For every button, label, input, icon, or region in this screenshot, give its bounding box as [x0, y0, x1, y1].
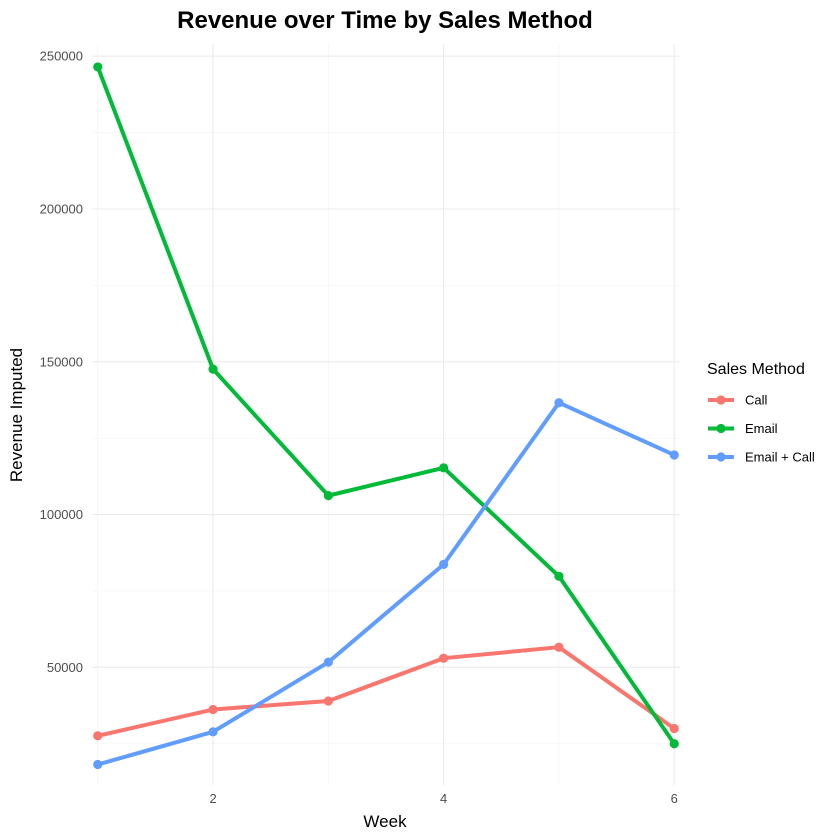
- data-point-email-call: [323, 657, 333, 667]
- data-point-call: [439, 653, 449, 663]
- data-point-email-call: [669, 450, 679, 460]
- series-line-email-call: [97, 400, 676, 767]
- series-email: [93, 62, 679, 749]
- series-email-call: [93, 398, 679, 770]
- data-point-email-call: [208, 727, 218, 737]
- y-tick-label: 250000: [40, 49, 83, 64]
- data-point-call: [208, 704, 218, 715]
- y-axis-title: Revenue Imputed: [7, 348, 26, 482]
- x-tick-label: 2: [209, 791, 216, 806]
- grid: [92, 44, 680, 785]
- chart-title: Revenue over Time by Sales Method: [177, 7, 593, 34]
- data-point-call: [554, 642, 564, 652]
- legend-label: Call: [745, 393, 768, 408]
- series-group: [93, 62, 679, 770]
- data-point-call: [669, 723, 679, 734]
- data-point-call: [323, 696, 333, 706]
- y-tick-label: 100000: [40, 507, 83, 522]
- data-point-email-call: [554, 398, 564, 408]
- data-point-email: [439, 463, 449, 473]
- data-point-email: [669, 739, 679, 749]
- series-call: [93, 642, 679, 741]
- data-point-email: [323, 491, 333, 501]
- data-point-email-call: [93, 759, 103, 770]
- legend-item-email: Email: [708, 421, 778, 436]
- y-tick-label: 200000: [40, 202, 83, 217]
- y-tick-label: 150000: [40, 354, 83, 369]
- legend-key-point: [716, 395, 726, 405]
- series-line-email: [95, 66, 676, 745]
- legend: Sales Method Call Email Email + Call: [707, 361, 815, 465]
- legend-key-point: [716, 452, 726, 462]
- data-point-email: [93, 62, 103, 72]
- legend-label: Email: [745, 421, 778, 436]
- y-tick-label: 50000: [47, 660, 83, 675]
- legend-key-point: [716, 423, 726, 434]
- x-axis-tick-labels: 2 4 6: [209, 791, 677, 806]
- legend-item-call: Call: [708, 393, 768, 408]
- legend-item-email-call: Email + Call: [708, 450, 815, 465]
- legend-items: Call Email Email + Call: [708, 393, 815, 465]
- x-axis-title: Week: [363, 812, 407, 831]
- series-line-call: [97, 645, 676, 738]
- legend-title: Sales Method: [707, 361, 805, 378]
- data-point-email: [554, 571, 564, 581]
- data-point-call: [93, 731, 103, 741]
- x-tick-label: 4: [440, 791, 447, 806]
- legend-label: Email + Call: [745, 450, 815, 465]
- data-point-email-call: [439, 559, 449, 569]
- x-tick-label: 6: [671, 791, 678, 806]
- data-point-email: [208, 364, 218, 374]
- y-axis-tick-labels: 50000 100000 150000 200000 250000: [40, 49, 83, 675]
